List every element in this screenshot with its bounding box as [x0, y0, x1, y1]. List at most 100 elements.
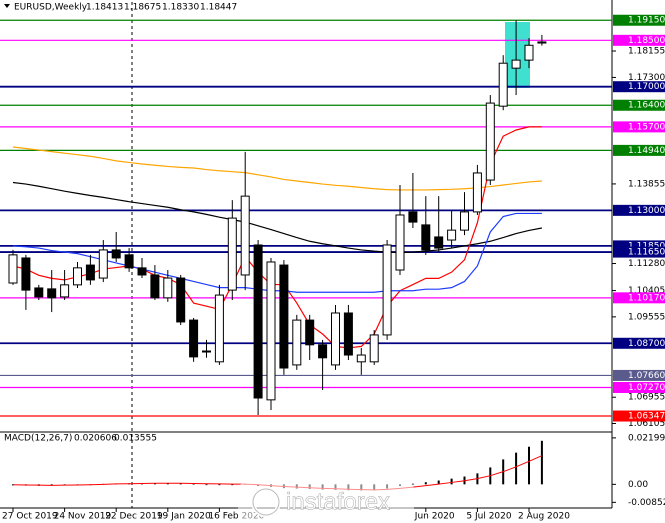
- candle-body: [189, 319, 199, 358]
- candle-body: [292, 319, 302, 366]
- level-label: 1.14940: [628, 146, 665, 156]
- macd-value: 0.020606: [74, 434, 117, 444]
- candle-body: [124, 254, 134, 269]
- candle-body: [305, 319, 315, 346]
- macd-bar: [411, 483, 414, 485]
- x-tick-label: 24 Nov 2019: [54, 512, 112, 522]
- candle-body: [73, 267, 82, 286]
- candle-body: [460, 211, 469, 231]
- level-label-bg: [613, 144, 665, 156]
- candle-body: [47, 288, 57, 299]
- x-tick-label: 19 Jan 2020: [157, 512, 211, 522]
- macd-bar: [528, 446, 530, 485]
- candle-body: [227, 217, 237, 291]
- ohlc-value: 1.18330: [162, 3, 199, 13]
- y-tick-label: 1.18155: [628, 46, 665, 56]
- watermark-bg: [238, 482, 414, 523]
- macd-title: MACD(12,26,7): [4, 434, 72, 444]
- candle-body: [214, 294, 224, 363]
- candle-body: [176, 277, 186, 323]
- x-tick-label: 16 Feb 2020: [208, 512, 264, 522]
- y-tick-label: 0.00: [628, 480, 648, 490]
- y-tick-label: 1.10405: [628, 286, 665, 296]
- y-tick-label: 1.06105: [628, 419, 665, 429]
- level-label-bg: [613, 99, 665, 111]
- candle-body: [163, 277, 173, 299]
- y-tick-label: 1.17300: [628, 73, 665, 83]
- y-tick-label: 1.11280: [628, 259, 665, 269]
- level-label-bg: [613, 410, 665, 422]
- candle-body: [60, 284, 70, 298]
- symbol-title: EURUSD,Weekly: [14, 3, 88, 13]
- candle-body: [524, 44, 534, 61]
- watermark: instaforex: [238, 482, 414, 523]
- level-label: 1.07270: [628, 383, 665, 393]
- ohlc-value: 1.18447: [200, 3, 237, 13]
- level-label: 1.11850: [628, 241, 665, 251]
- y-tick-label: 1.06955: [628, 393, 665, 403]
- level-label-bg: [613, 369, 665, 381]
- level-label: 1.15700: [628, 122, 665, 132]
- candle-body: [537, 41, 547, 44]
- candle-body: [98, 249, 108, 279]
- candle-body: [318, 344, 328, 359]
- level-label: 1.19150: [628, 16, 665, 26]
- watermark-text: instaforex: [286, 488, 390, 515]
- macd-bar: [205, 484, 208, 486]
- y-tick-label: -0.008524: [628, 498, 665, 508]
- level-label-bg: [613, 14, 665, 26]
- macd-bar: [540, 440, 543, 485]
- candle-body: [137, 267, 147, 276]
- level-label-bg: [613, 337, 665, 349]
- level-label-bg: [613, 240, 665, 252]
- indicator-line: [12, 181, 543, 254]
- candle-body: [343, 312, 353, 356]
- menu-arrow: [4, 4, 10, 8]
- candle-body: [240, 195, 250, 276]
- level-label-bg: [613, 81, 665, 93]
- level-label-bg: [613, 246, 665, 258]
- candle-body: [111, 249, 121, 259]
- level-label: 1.13000: [628, 206, 665, 216]
- candle-body: [511, 59, 521, 69]
- y-tick-label: 0.021994: [628, 433, 665, 443]
- candle-body: [421, 224, 431, 251]
- level-label-bg: [613, 292, 665, 304]
- level-label: 1.16400: [628, 101, 665, 111]
- candle-body: [21, 257, 31, 291]
- level-label: 1.11650: [628, 248, 665, 258]
- candle-body: [498, 62, 508, 107]
- candle-body: [279, 264, 289, 369]
- candle-body: [447, 229, 457, 241]
- y-tick-label: 1.13855: [628, 179, 665, 189]
- level-label-bg: [613, 121, 665, 133]
- candle-body: [85, 264, 95, 281]
- macd-bar: [515, 452, 518, 485]
- candle-body: [472, 172, 482, 213]
- macd-bar: [424, 482, 427, 485]
- candle-body: [356, 354, 366, 363]
- x-tick-label: 22 Dec 2019: [105, 512, 163, 522]
- x-tick-label: 2 Aug 2020: [518, 512, 570, 522]
- level-label: 1.07660: [628, 371, 665, 381]
- macd-bar: [218, 484, 221, 486]
- candle-body: [382, 244, 392, 336]
- candle-body: [434, 236, 444, 249]
- candle-body: [253, 244, 263, 399]
- macd-bar: [179, 483, 182, 485]
- ohlc-value: 1.18413: [86, 3, 123, 13]
- macd-value: 0.013555: [114, 434, 157, 444]
- x-tick-label: 5 Jul 2020: [466, 512, 511, 522]
- candle-body: [369, 334, 379, 363]
- level-label: 1.18500: [628, 36, 665, 46]
- macd-bar: [450, 478, 453, 485]
- candle-body: [266, 261, 276, 401]
- macd-bar: [231, 484, 234, 486]
- level-label-bg: [613, 381, 665, 393]
- level-label: 1.08700: [628, 339, 665, 349]
- level-label: 1.17000: [628, 82, 665, 92]
- y-tick-label: 1.09555: [628, 312, 665, 322]
- indicator-line: [12, 146, 542, 191]
- candle-body: [202, 350, 211, 353]
